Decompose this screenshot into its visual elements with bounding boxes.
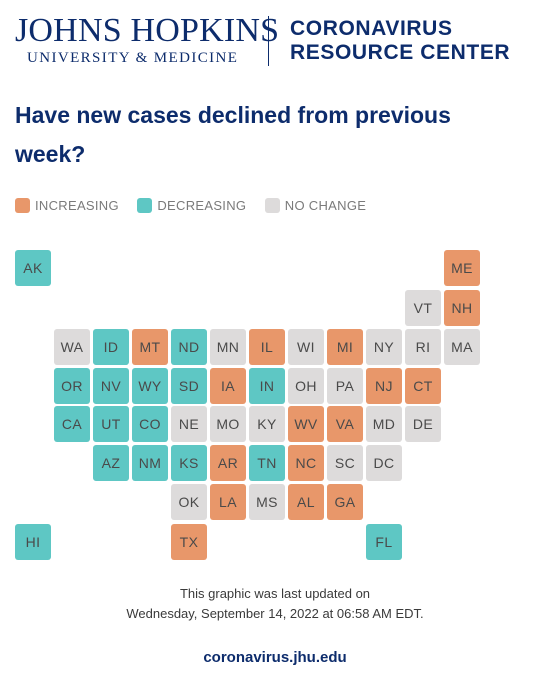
state-tile-hi: HI bbox=[15, 524, 51, 560]
legend: INCREASING DECREASING NO CHANGE bbox=[15, 198, 380, 215]
state-tile-or: OR bbox=[54, 368, 90, 404]
last-updated-date: Wednesday, September 14, 2022 at 06:58 A… bbox=[126, 606, 424, 621]
jhu-logo-subtitle: UNIVERSITY & MEDICINE bbox=[27, 50, 239, 66]
state-tile-nj: NJ bbox=[366, 368, 402, 404]
state-tile-la: LA bbox=[210, 484, 246, 520]
state-tile-mt: MT bbox=[132, 329, 168, 365]
state-tile-mo: MO bbox=[210, 406, 246, 442]
state-tile-ct: CT bbox=[405, 368, 441, 404]
state-tile-nv: NV bbox=[93, 368, 129, 404]
legend-item-decreasing: DECREASING bbox=[137, 198, 246, 216]
state-tile-nm: NM bbox=[132, 445, 168, 481]
legend-item-increasing: INCREASING bbox=[15, 198, 119, 216]
state-tile-nc: NC bbox=[288, 445, 324, 481]
state-tile-ok: OK bbox=[171, 484, 207, 520]
state-tile-ar: AR bbox=[210, 445, 246, 481]
site-link[interactable]: coronavirus.jhu.edu bbox=[203, 649, 347, 666]
state-tile-mn: MN bbox=[210, 329, 246, 365]
state-tile-ms: MS bbox=[249, 484, 285, 520]
state-tile-va: VA bbox=[327, 406, 363, 442]
legend-label-no-change: NO CHANGE bbox=[284, 198, 367, 213]
jhu-logo-wordmark: JOHNS HOPKINS bbox=[15, 12, 280, 49]
state-tile-ut: UT bbox=[93, 406, 129, 442]
last-updated-text: This graphic was last updated on bbox=[179, 586, 371, 601]
crc-title-line2: RESOURCE CENTER bbox=[290, 41, 511, 64]
state-tile-ia: IA bbox=[210, 368, 246, 404]
state-tile-sc: SC bbox=[327, 445, 363, 481]
header: JOHNS HOPKINS UNIVERSITY & MEDICINE CORO… bbox=[15, 14, 535, 66]
crc-title-line1: CORONAVIRUS bbox=[290, 17, 453, 40]
state-tile-tx: TX bbox=[171, 524, 207, 560]
state-tile-ne: NE bbox=[171, 406, 207, 442]
state-tile-de: DE bbox=[405, 406, 441, 442]
state-tile-sd: SD bbox=[171, 368, 207, 404]
header-divider bbox=[268, 16, 269, 66]
page-title: Have new cases declined from previous we… bbox=[15, 102, 451, 167]
state-tile-md: MD bbox=[366, 406, 402, 442]
legend-swatch-decreasing bbox=[137, 198, 153, 213]
state-tile-me: ME bbox=[444, 250, 480, 286]
state-tile-ky: KY bbox=[249, 406, 285, 442]
state-tile-oh: OH bbox=[288, 368, 324, 404]
state-tile-nd: ND bbox=[171, 329, 207, 365]
state-tile-il: IL bbox=[249, 329, 285, 365]
state-tile-id: ID bbox=[93, 329, 129, 365]
state-tile-wi: WI bbox=[288, 329, 324, 365]
state-tile-ks: KS bbox=[171, 445, 207, 481]
state-tile-vt: VT bbox=[405, 290, 441, 326]
state-tile-co: CO bbox=[132, 406, 168, 442]
state-tile-wa: WA bbox=[54, 329, 90, 365]
state-tile-al: AL bbox=[288, 484, 324, 520]
state-tile-ri: RI bbox=[405, 329, 441, 365]
state-tile-ga: GA bbox=[327, 484, 363, 520]
state-tile-ny: NY bbox=[366, 329, 402, 365]
state-tile-ak: AK bbox=[15, 250, 51, 286]
state-tile-fl: FL bbox=[366, 524, 402, 560]
state-tile-ma: MA bbox=[444, 329, 480, 365]
state-tile-mi: MI bbox=[327, 329, 363, 365]
legend-label-decreasing: DECREASING bbox=[157, 198, 247, 213]
legend-swatch-increasing bbox=[15, 198, 30, 213]
state-tile-in: IN bbox=[249, 368, 285, 404]
state-tile-wy: WY bbox=[132, 368, 168, 404]
state-tile-az: AZ bbox=[93, 445, 129, 481]
state-tile-nh: NH bbox=[444, 290, 480, 326]
state-tile-pa: PA bbox=[327, 368, 363, 404]
legend-item-no-change: NO CHANGE bbox=[264, 198, 367, 216]
state-tile-ca: CA bbox=[54, 406, 90, 442]
state-tile-wv: WV bbox=[288, 406, 324, 442]
legend-label-increasing: INCREASING bbox=[35, 198, 119, 213]
state-tile-dc: DC bbox=[366, 445, 402, 481]
legend-swatch-no-change bbox=[264, 198, 280, 213]
state-tile-tn: TN bbox=[249, 445, 285, 481]
